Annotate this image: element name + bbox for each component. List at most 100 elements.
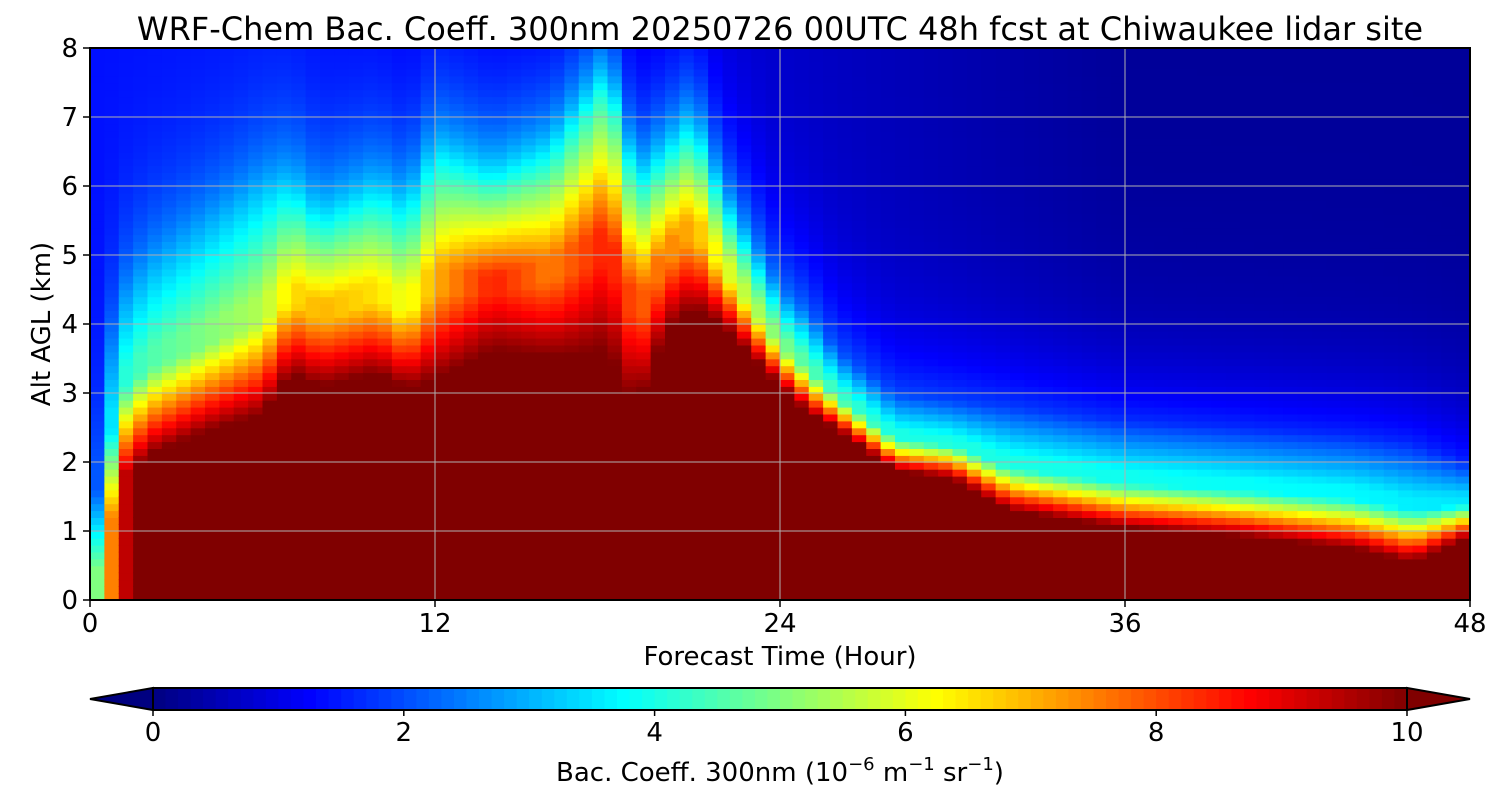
- heatmap-cell: [377, 248, 393, 256]
- heatmap-cell: [291, 524, 307, 532]
- heatmap-cell: [578, 579, 594, 587]
- heatmap-cell: [650, 586, 666, 594]
- heatmap-cell: [736, 130, 753, 139]
- heatmap-cell: [391, 434, 408, 443]
- heatmap-cell: [406, 579, 422, 587]
- heatmap-cell: [506, 393, 523, 401]
- heatmap-cell: [147, 158, 163, 167]
- heatmap-cell: [665, 372, 681, 380]
- heatmap-cell: [851, 517, 868, 525]
- heatmap-cell: [751, 330, 767, 339]
- heatmap-cell: [578, 151, 594, 160]
- heatmap-cell: [449, 489, 465, 498]
- heatmap-cell: [291, 248, 307, 256]
- heatmap-cell: [435, 110, 451, 118]
- heatmap-cell: [808, 572, 824, 581]
- heatmap-cell: [851, 441, 868, 449]
- heatmap-cell: [478, 475, 494, 484]
- heatmap-cell: [377, 572, 393, 581]
- heatmap-cell: [564, 406, 580, 415]
- heatmap-cell: [506, 310, 523, 318]
- heatmap-cell: [636, 234, 652, 242]
- heatmap-cell: [708, 248, 724, 256]
- heatmap-cell: [923, 330, 939, 339]
- heatmap-cell: [291, 275, 307, 284]
- heatmap-cell: [463, 330, 479, 339]
- heatmap-cell: [391, 130, 408, 139]
- heatmap-cell: [780, 310, 796, 318]
- heatmap-cell: [578, 399, 594, 408]
- heatmap-cell: [808, 365, 824, 374]
- heatmap-cell: [794, 358, 810, 367]
- heatmap-cell: [435, 434, 451, 443]
- heatmap-cell: [363, 213, 379, 222]
- heatmap-cell: [823, 448, 839, 456]
- heatmap-cell: [262, 503, 278, 512]
- heatmap-cell: [391, 358, 408, 367]
- heatmap-cell: [334, 282, 350, 291]
- heatmap-cell: [665, 455, 681, 463]
- heatmap-cell: [794, 310, 810, 318]
- heatmap-cell: [679, 206, 695, 215]
- heatmap-cell: [521, 489, 537, 498]
- heatmap-cell: [837, 192, 853, 201]
- heatmap-cell: [492, 427, 508, 436]
- heatmap-cell: [205, 227, 221, 236]
- heatmap-cell: [104, 468, 120, 477]
- heatmap-cell: [506, 579, 523, 587]
- heatmap-cell: [909, 192, 925, 201]
- heatmap-cell: [133, 206, 149, 215]
- heatmap-cell: [233, 351, 249, 360]
- heatmap-cell: [880, 510, 896, 518]
- heatmap-cell: [607, 296, 623, 305]
- heatmap-cell: [837, 199, 853, 208]
- heatmap-cell: [564, 427, 580, 436]
- heatmap-cell: [391, 593, 408, 600]
- heatmap-cell: [621, 406, 638, 415]
- heatmap-cell: [133, 441, 149, 449]
- heatmap-cell: [435, 96, 451, 104]
- heatmap-cell: [981, 551, 997, 560]
- heatmap-cell: [262, 186, 278, 194]
- heatmap-cell: [593, 503, 609, 512]
- heatmap-cell: [435, 75, 451, 84]
- heatmap-cell: [952, 365, 968, 374]
- heatmap-cell: [550, 151, 566, 160]
- heatmap-cell: [291, 137, 307, 146]
- heatmap-cell: [205, 517, 221, 525]
- heatmap-cell: [291, 448, 307, 456]
- heatmap-cell: [593, 510, 609, 518]
- heatmap-cell: [435, 448, 451, 456]
- heatmap-cell: [736, 75, 753, 84]
- heatmap-cell: [291, 172, 307, 180]
- heatmap-cell: [449, 482, 465, 491]
- heatmap-cell: [305, 344, 321, 353]
- heatmap-cell: [895, 558, 911, 567]
- heatmap-cell: [621, 48, 638, 56]
- heatmap-cell: [521, 199, 537, 208]
- heatmap-cell: [578, 386, 594, 394]
- heatmap-cell: [305, 54, 321, 63]
- heatmap-cell: [966, 144, 983, 153]
- heatmap-cell: [535, 206, 551, 215]
- heatmap-cell: [708, 551, 724, 560]
- heatmap-cell: [521, 117, 537, 125]
- heatmap-cell: [521, 172, 537, 180]
- heatmap-cell: [463, 503, 479, 512]
- heatmap-cell: [736, 289, 753, 298]
- heatmap-cell: [449, 344, 465, 353]
- heatmap-cell: [219, 572, 235, 581]
- heatmap-cell: [391, 227, 408, 236]
- heatmap-cell: [765, 137, 781, 146]
- heatmap-cell: [722, 420, 738, 429]
- heatmap-cell: [823, 206, 839, 215]
- heatmap-cell: [909, 455, 925, 463]
- heatmap-cell: [780, 593, 796, 600]
- heatmap-cell: [133, 213, 149, 222]
- heatmap-cell: [90, 130, 106, 139]
- heatmap-cell: [808, 268, 824, 277]
- heatmap-cell: [808, 227, 824, 236]
- heatmap-cell: [679, 82, 695, 91]
- heatmap-cell: [578, 344, 594, 353]
- heatmap-cell: [650, 579, 666, 587]
